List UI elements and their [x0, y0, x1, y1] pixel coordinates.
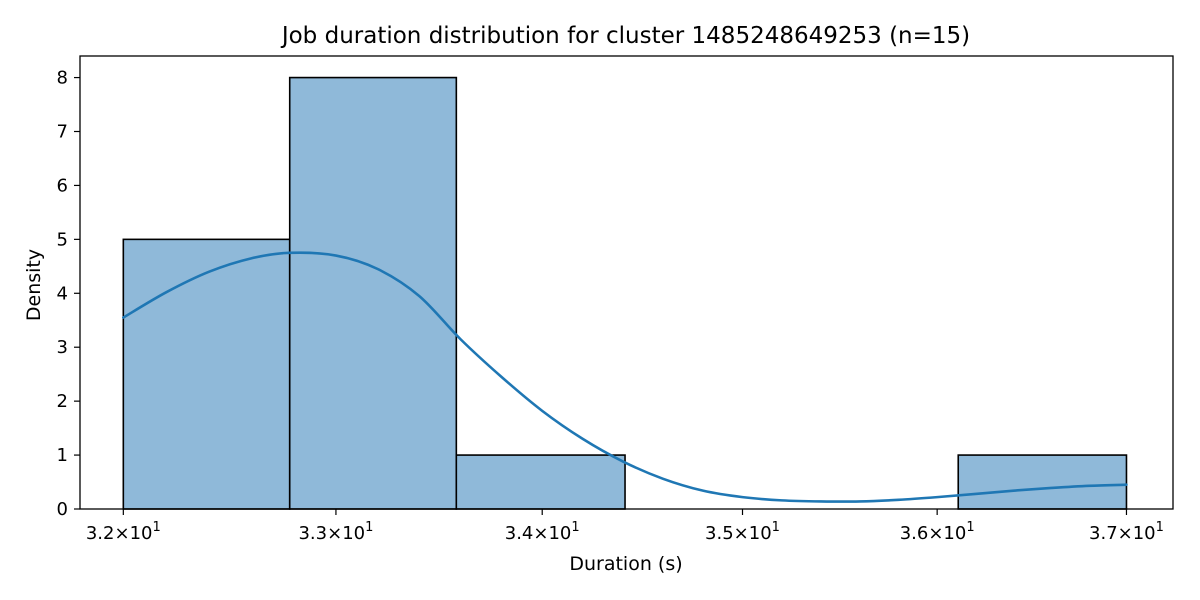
- histogram-bar: [455, 454, 626, 510]
- y-axis-ticks: 0 1 2 3 4 5 6 7 8: [57, 68, 80, 520]
- y-tick-label: 2: [57, 391, 68, 412]
- kde-density-line: [122, 251, 1128, 503]
- y-tick-label: 5: [57, 229, 68, 250]
- x-tick-label: 3.4×101: [505, 520, 580, 544]
- x-tick-label: 3.5×101: [705, 520, 780, 544]
- histogram-bar: [122, 238, 291, 510]
- kde-layer: [122, 251, 1128, 503]
- histogram-bar: [957, 454, 1128, 510]
- x-tick-label: 3.7×101: [1089, 520, 1164, 544]
- y-tick-label: 1: [57, 445, 68, 466]
- y-tick-label: 4: [57, 283, 68, 304]
- x-tick-label: 3.6×101: [900, 520, 975, 544]
- y-tick-label: 3: [57, 337, 68, 358]
- x-tick-label: 3.3×101: [298, 520, 373, 544]
- bars-layer: [122, 76, 1128, 510]
- y-tick-label: 7: [57, 122, 68, 143]
- plot-frame: [79, 55, 1174, 510]
- y-tick-label: 6: [57, 175, 68, 196]
- y-tick-label: 0: [57, 499, 68, 520]
- x-tick-label: 3.2×101: [86, 520, 161, 544]
- histogram-bar: [288, 76, 458, 510]
- x-axis-label: Duration (s): [569, 553, 682, 575]
- y-tick-label: 8: [57, 68, 68, 89]
- y-axis-label: Density: [23, 249, 45, 321]
- chart-title: Job duration distribution for cluster 14…: [280, 23, 970, 49]
- x-axis-ticks: 3.2×101 3.3×101 3.4×101 3.5×101 3.6×101 3.7×1…: [86, 509, 1164, 544]
